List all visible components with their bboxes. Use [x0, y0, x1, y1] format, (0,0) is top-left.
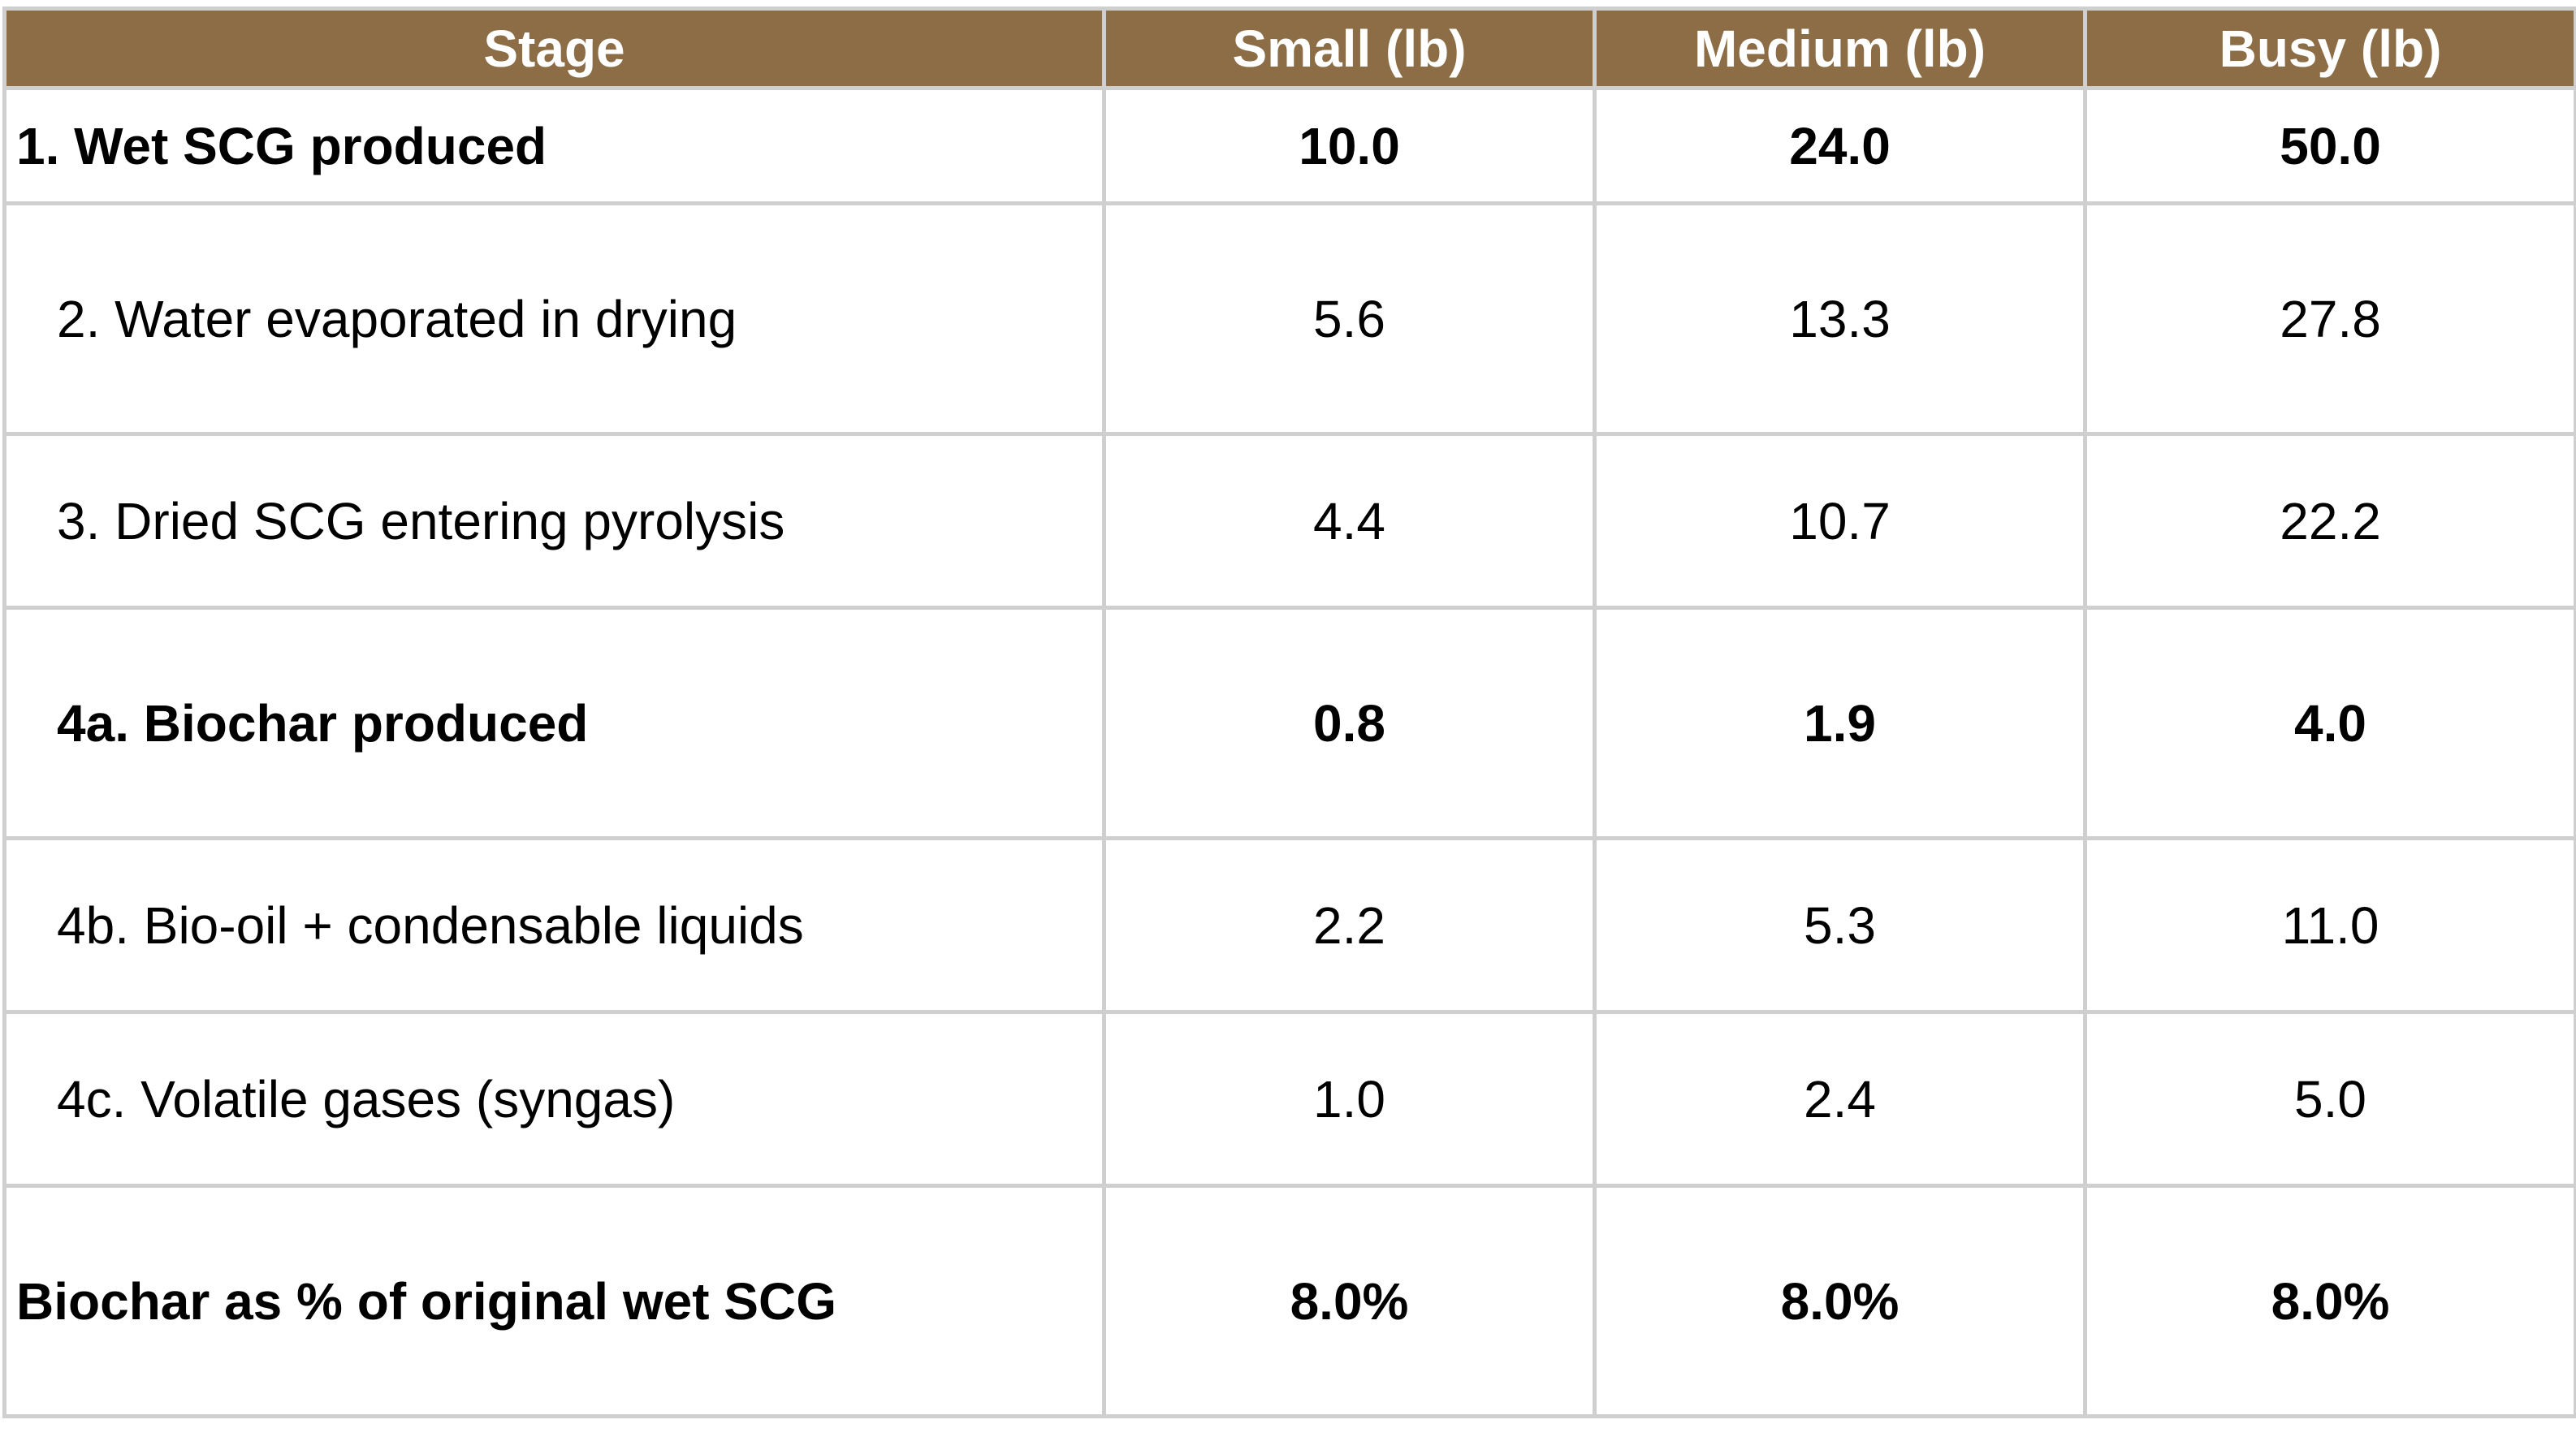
stage-cell: 3. Dried SCG entering pyrolysis — [2, 432, 1106, 610]
table-header-row: Stage Small (lb) Medium (lb) Busy (lb) — [2, 6, 2576, 90]
busy-cell: 11.0 — [2083, 836, 2576, 1014]
medium-cell: 2.4 — [1593, 1010, 2087, 1188]
medium-cell: 8.0% — [1593, 1184, 2087, 1418]
small-cell: 2.2 — [1102, 836, 1597, 1014]
busy-cell: 4.0 — [2083, 606, 2576, 840]
header-busy: Busy (lb) — [2083, 6, 2576, 90]
table-row-biochar-percent: Biochar as % of original wet SCG 8.0% 8.… — [2, 1184, 2576, 1418]
stage-cell: 4a. Biochar produced — [2, 606, 1106, 840]
small-cell: 1.0 — [1102, 1010, 1597, 1188]
table-row-biochar: 4a. Biochar produced 0.8 1.9 4.0 — [2, 606, 2576, 840]
busy-cell: 27.8 — [2083, 201, 2576, 436]
medium-cell: 5.3 — [1593, 836, 2087, 1014]
header-medium: Medium (lb) — [1593, 6, 2087, 90]
busy-cell: 5.0 — [2083, 1010, 2576, 1188]
small-cell: 5.6 — [1102, 201, 1597, 436]
medium-cell: 24.0 — [1593, 86, 2087, 205]
busy-cell: 8.0% — [2083, 1184, 2576, 1418]
mass-balance-table-container: Stage Small (lb) Medium (lb) Busy (lb) 1… — [0, 6, 2576, 1418]
header-stage: Stage — [2, 6, 1106, 90]
stage-cell: 4c. Volatile gases (syngas) — [2, 1010, 1106, 1188]
stage-cell: 4b. Bio-oil + condensable liquids — [2, 836, 1106, 1014]
medium-cell: 13.3 — [1593, 201, 2087, 436]
stage-cell: Biochar as % of original wet SCG — [2, 1184, 1106, 1418]
table-row-dried-scg: 3. Dried SCG entering pyrolysis 4.4 10.7… — [2, 432, 2576, 610]
medium-cell: 10.7 — [1593, 432, 2087, 610]
stage-cell: 1. Wet SCG produced — [2, 86, 1106, 205]
header-small: Small (lb) — [1102, 6, 1597, 90]
small-cell: 4.4 — [1102, 432, 1597, 610]
table-row-bio-oil: 4b. Bio-oil + condensable liquids 2.2 5.… — [2, 836, 2576, 1014]
small-cell: 8.0% — [1102, 1184, 1597, 1418]
table-row-water-evaporated: 2. Water evaporated in drying 5.6 13.3 2… — [2, 201, 2576, 436]
mass-balance-table: Stage Small (lb) Medium (lb) Busy (lb) 1… — [2, 6, 2576, 1418]
table-row-syngas: 4c. Volatile gases (syngas) 1.0 2.4 5.0 — [2, 1010, 2576, 1188]
small-cell: 0.8 — [1102, 606, 1597, 840]
table-row-wet-scg: 1. Wet SCG produced 10.0 24.0 50.0 — [2, 86, 2576, 205]
stage-cell: 2. Water evaporated in drying — [2, 201, 1106, 436]
small-cell: 10.0 — [1102, 86, 1597, 205]
busy-cell: 22.2 — [2083, 432, 2576, 610]
medium-cell: 1.9 — [1593, 606, 2087, 840]
busy-cell: 50.0 — [2083, 86, 2576, 205]
